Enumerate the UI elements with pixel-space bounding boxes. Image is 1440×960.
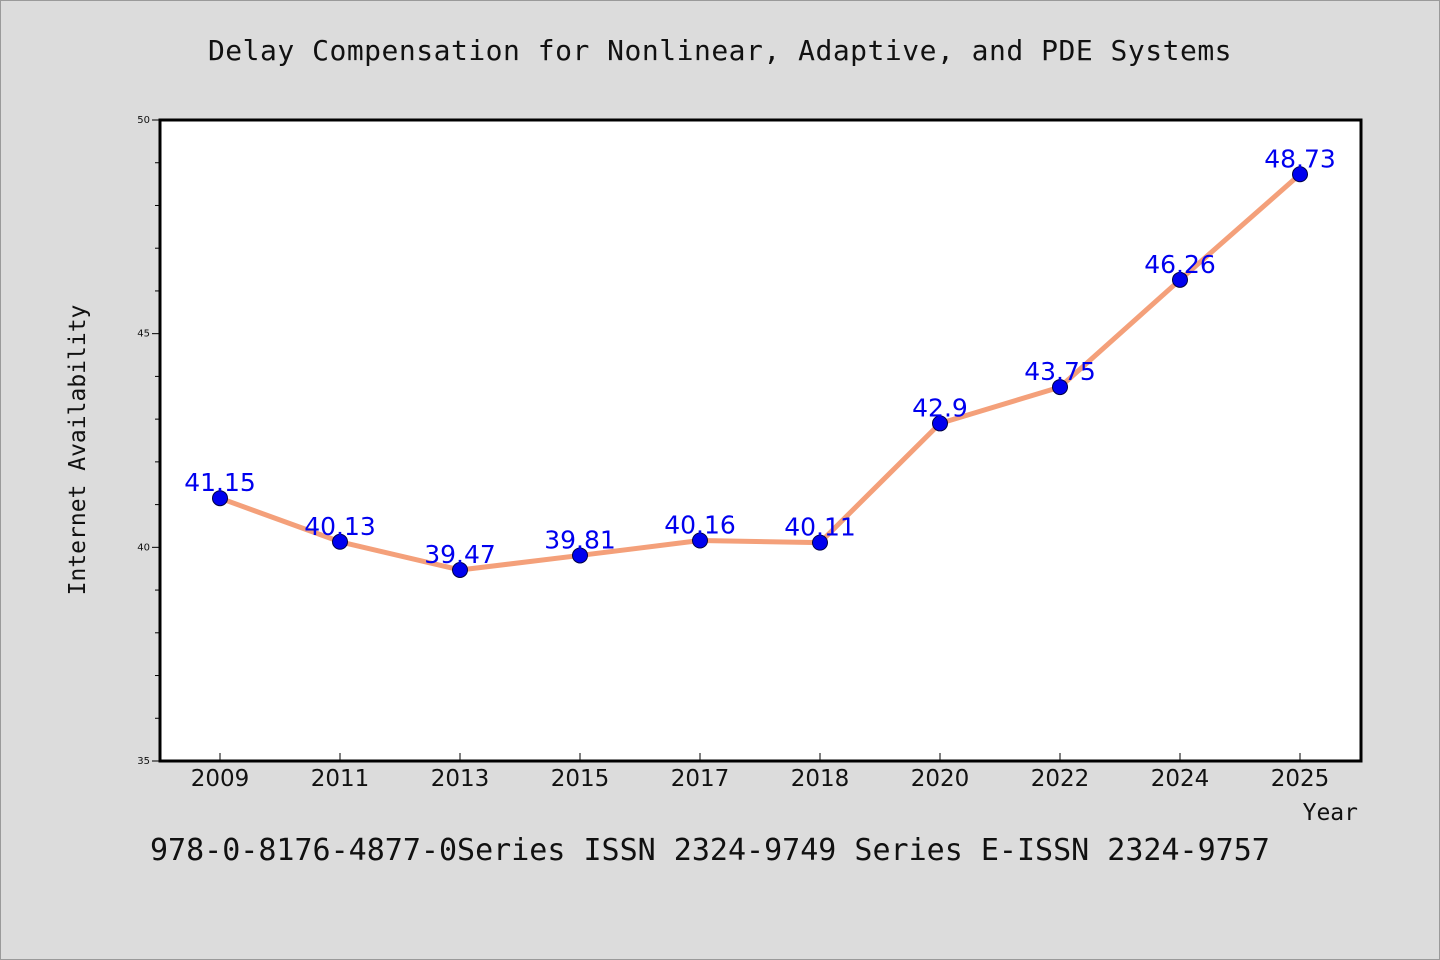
data-labels: 41.15 40.13 39.47 39.81 40.16 40.11 42.9 43.75 4… (184, 144, 1336, 569)
y-tick-label: 40 (137, 542, 150, 553)
data-label: 41.15 (184, 468, 256, 497)
y-axis-label: Internet Availability (65, 305, 91, 596)
x-tick-label: 2025 (1271, 766, 1330, 792)
x-axis: 2009 2011 2013 2015 2017 2018 2020 2022 2024 2025 (191, 753, 1330, 792)
data-point (452, 561, 468, 578)
x-tick-label: 2009 (191, 766, 250, 792)
x-tick-label: 2024 (1151, 766, 1210, 792)
data-label: 39.81 (544, 525, 616, 554)
chart-title: Delay Compensation for Nonlinear, Adapti… (207, 34, 1233, 67)
data-label: 46.26 (1144, 250, 1216, 279)
data-point (692, 532, 708, 549)
y-tick-label: 35 (137, 756, 150, 767)
data-label: 48.73 (1264, 144, 1336, 173)
x-tick-label: 2018 (791, 766, 850, 792)
data-label: 40.13 (304, 512, 376, 541)
y-axis: 35 40 45 50 (137, 115, 160, 767)
x-tick-label: 2013 (431, 766, 490, 792)
data-point (572, 547, 588, 564)
x-tick-label: 2011 (311, 766, 370, 792)
data-points (212, 166, 1308, 578)
y-tick-label: 45 (137, 329, 150, 340)
data-point (332, 533, 348, 550)
data-label: 40.16 (664, 510, 736, 539)
series-line (217, 171, 1303, 573)
x-axis-label: Year (1303, 800, 1358, 826)
x-tick-label: 2017 (671, 766, 730, 792)
plot-area (158, 118, 1363, 763)
data-point (1052, 379, 1068, 396)
data-label: 42.9 (912, 393, 968, 422)
x-tick-label: 2020 (911, 766, 970, 792)
x-tick-label: 2015 (551, 766, 610, 792)
data-point (812, 534, 828, 551)
data-point (932, 415, 948, 432)
data-label: 39.47 (424, 540, 496, 569)
x-tick-label: 2022 (1031, 766, 1090, 792)
footer-isbn: 978-0-8176-4877-0Series ISSN 2324-9749 S… (150, 833, 1270, 868)
data-point (1172, 271, 1188, 288)
y-tick-label: 50 (137, 115, 150, 126)
data-point (1292, 166, 1308, 183)
data-point (212, 490, 228, 507)
data-label: 40.11 (784, 513, 856, 542)
data-label: 43.75 (1024, 357, 1096, 386)
